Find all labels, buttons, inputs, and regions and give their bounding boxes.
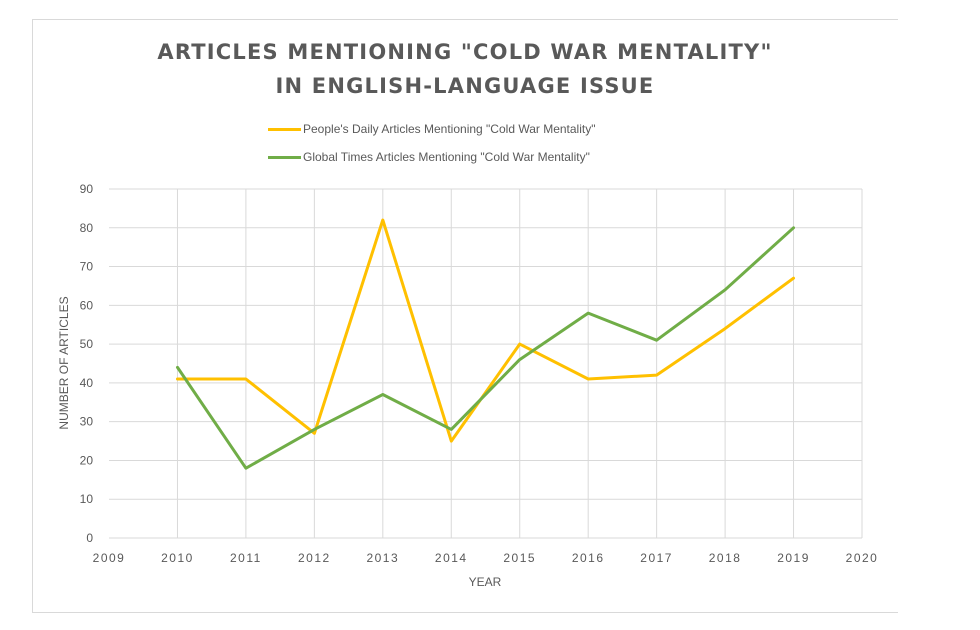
y-tick-label: 50 xyxy=(80,337,94,351)
y-tick-label: 0 xyxy=(86,531,93,545)
legend-swatch-peoples-daily xyxy=(268,127,301,131)
series-line-peoples-daily xyxy=(176,218,795,443)
series-line-global-times xyxy=(176,226,795,470)
y-tick-label: 90 xyxy=(80,182,94,196)
x-axis-ticks: 2009 2010 2011 2012 2013 2014 2015 2016 2017 2018… xyxy=(93,551,879,565)
x-tick-label: 2009 xyxy=(93,551,126,565)
legend-label-global-times: Global Times Articles Mentioning "Cold W… xyxy=(303,150,590,164)
y-tick-label: 70 xyxy=(80,260,94,274)
x-tick-label: 2015 xyxy=(503,551,536,565)
x-tick-label: 2016 xyxy=(572,551,605,565)
x-tick-label: 2010 xyxy=(161,551,194,565)
x-tick-label: 2019 xyxy=(777,551,810,565)
series-lines xyxy=(176,218,795,470)
y-tick-label: 20 xyxy=(80,453,94,467)
x-tick-label: 2017 xyxy=(640,551,673,565)
legend-item-global-times: Global Times Articles Mentioning "Cold W… xyxy=(268,150,590,164)
x-tick-label: 2012 xyxy=(298,551,331,565)
x-tick-label: 2018 xyxy=(709,551,742,565)
x-tick-label: 2014 xyxy=(435,551,468,565)
y-tick-label: 30 xyxy=(80,415,94,429)
y-tick-label: 10 xyxy=(80,492,94,506)
y-tick-label: 40 xyxy=(80,376,94,390)
legend-swatch-global-times xyxy=(268,155,301,159)
x-tick-label: 2013 xyxy=(366,551,399,565)
chart-title-line-1: ARTICLES MENTIONING "COLD WAR MENTALITY" xyxy=(157,40,773,64)
grid-lines xyxy=(109,188,863,539)
legend-label-peoples-daily: People's Daily Articles Mentioning "Cold… xyxy=(303,122,596,136)
x-tick-label: 2020 xyxy=(846,551,879,565)
y-tick-label: 60 xyxy=(80,298,94,312)
chart-frame xyxy=(32,19,898,613)
x-tick-label: 2011 xyxy=(230,551,262,565)
y-axis-label: NUMBER OF ARTICLES xyxy=(57,296,71,429)
chart-title-line-2: IN ENGLISH-LANGUAGE ISSUE xyxy=(275,74,655,98)
y-axis-ticks: 0 10 20 30 40 50 60 70 80 90 xyxy=(80,182,94,545)
x-axis-label: YEAR xyxy=(469,575,502,589)
y-tick-label: 80 xyxy=(80,221,94,235)
legend-item-peoples-daily: People's Daily Articles Mentioning "Cold… xyxy=(268,122,595,136)
